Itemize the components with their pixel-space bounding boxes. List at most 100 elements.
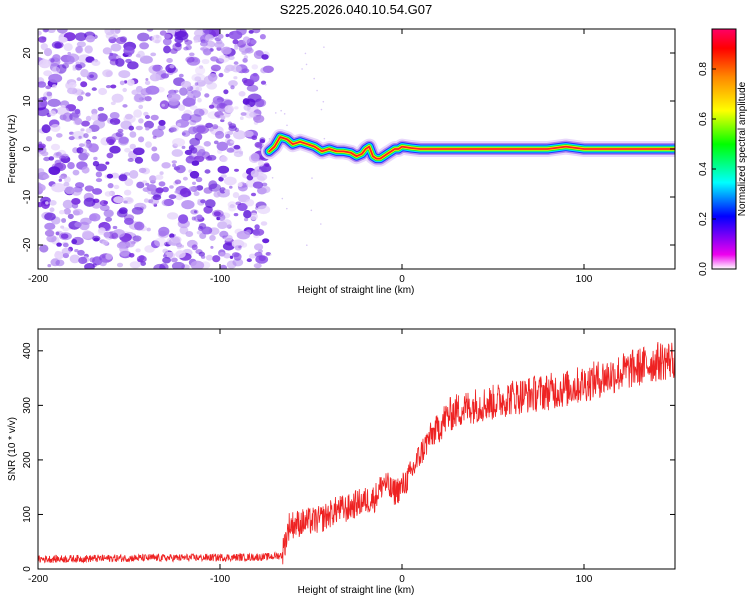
noise-speck	[283, 113, 286, 115]
noise-blob	[38, 143, 45, 152]
noise-blob	[228, 80, 238, 87]
noise-blob	[62, 199, 74, 209]
noise-blob	[260, 80, 267, 85]
noise-blob	[85, 127, 92, 134]
noise-blob	[229, 140, 235, 144]
noise-speck	[264, 83, 267, 86]
noise-blob	[172, 138, 186, 147]
noise-blob	[221, 46, 232, 55]
noise-blob	[248, 253, 257, 259]
noise-blob	[219, 230, 229, 238]
noise-blob	[254, 224, 260, 230]
noise-blob	[43, 70, 53, 77]
noise-blob	[262, 65, 274, 74]
noise-blob	[110, 101, 116, 106]
noise-blob	[146, 184, 157, 192]
noise-blob	[171, 149, 183, 157]
noise-blob	[54, 42, 62, 49]
noise-blob	[241, 50, 248, 55]
noise-blob	[60, 225, 65, 229]
noise-blob	[89, 74, 94, 78]
noise-blob	[181, 113, 192, 121]
noise-blob	[210, 56, 219, 62]
noise-blob	[243, 130, 254, 137]
noise-blob	[250, 192, 257, 197]
noise-blob	[123, 189, 132, 196]
noise-blob	[210, 245, 214, 249]
noise-blob	[262, 238, 270, 244]
noise-blob	[38, 36, 47, 43]
snr-frame	[37, 328, 676, 570]
noise-blob	[126, 79, 135, 86]
noise-blob	[104, 29, 115, 36]
noise-blob	[75, 46, 83, 53]
noise-blob	[38, 183, 46, 192]
noise-blob	[129, 261, 141, 269]
noise-blob	[153, 263, 166, 269]
noise-blob	[78, 135, 82, 139]
noise-blob	[151, 34, 162, 44]
noise-blob	[55, 259, 65, 267]
noise-blob	[193, 29, 205, 37]
noise-blob	[228, 125, 237, 132]
noise-blob	[45, 85, 52, 90]
noise-blob	[102, 69, 113, 78]
noise-blob	[210, 64, 221, 72]
noise-blob	[102, 255, 106, 259]
noise-blob	[167, 93, 181, 102]
noise-blob	[195, 66, 206, 75]
noise-blob	[233, 76, 238, 80]
noise-blob	[69, 254, 81, 264]
noise-blob	[79, 221, 90, 231]
colorbar-ticks: 0.0 0.2 0.4 0.6 0.8	[698, 62, 716, 276]
noise-blob	[77, 249, 85, 256]
noise-blob	[62, 112, 73, 122]
noise-blob	[218, 176, 224, 182]
noise-blob	[171, 160, 177, 164]
spectrogram-y-axis: -20 -10 0 10 20	[22, 47, 675, 252]
noise-blob	[188, 93, 194, 98]
noise-blob	[195, 86, 203, 92]
noise-blob	[127, 61, 139, 70]
noise-blob	[184, 149, 193, 155]
noise-blob	[44, 229, 55, 237]
noise-blob	[215, 130, 225, 139]
noise-blob	[257, 160, 265, 167]
noise-blob	[109, 118, 115, 123]
noise-blob	[194, 82, 199, 86]
noise-speck	[281, 197, 284, 200]
noise-blob	[253, 121, 259, 125]
noise-blob	[133, 109, 143, 118]
noise-speck	[286, 124, 288, 127]
noise-blob	[83, 133, 89, 139]
noise-blob	[152, 194, 162, 201]
noise-blob	[71, 109, 81, 118]
noise-blob	[203, 187, 213, 194]
noise-blob	[107, 183, 114, 189]
noise-blob	[72, 169, 80, 176]
noise-blob	[257, 205, 271, 215]
noise-blob	[234, 106, 239, 110]
noise-blob	[229, 185, 233, 189]
noise-blob	[246, 174, 254, 181]
noise-blob	[201, 226, 213, 235]
noise-blob	[115, 131, 124, 138]
noise-blob	[91, 60, 101, 66]
noise-blob	[105, 161, 110, 165]
noise-blob	[224, 105, 234, 114]
noise-blob	[217, 165, 230, 174]
noise-blob	[178, 104, 186, 111]
noise-blob	[109, 52, 114, 57]
noise-blob	[200, 199, 206, 204]
noise-blob	[179, 187, 191, 198]
noise-blob	[119, 250, 132, 259]
colorbar-gradient	[711, 28, 737, 270]
noise-blob	[190, 147, 198, 154]
noise-blob	[58, 178, 62, 182]
noise-field	[38, 29, 326, 269]
noise-blob	[168, 194, 177, 200]
noise-blob	[154, 237, 167, 247]
noise-blob	[47, 29, 56, 33]
noise-blob	[212, 124, 219, 130]
